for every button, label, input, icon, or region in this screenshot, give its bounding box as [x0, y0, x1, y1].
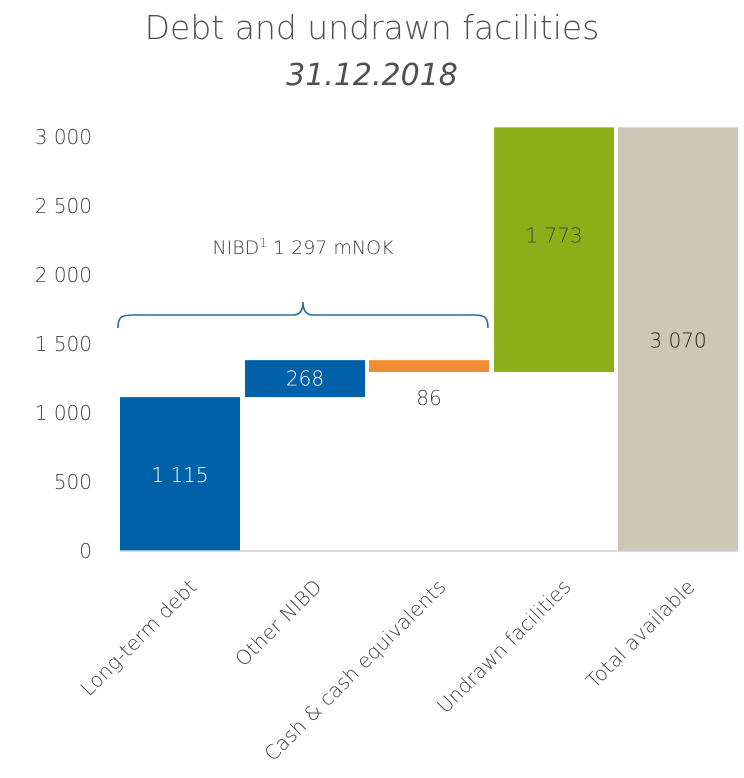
data-label-2: 86 — [416, 386, 441, 410]
y-tick-label: 500 — [54, 470, 92, 494]
nibd-annotation-value: 1 297 mNOK — [267, 237, 394, 259]
data-label-1: 268 — [286, 367, 324, 391]
nibd-brace — [117, 301, 489, 329]
y-tick-label: 2 500 — [35, 194, 92, 218]
y-tick-label: 3 000 — [35, 125, 92, 149]
bar-3 — [494, 127, 614, 373]
nibd-annotation: NIBD1 1 297 mNOK — [212, 236, 394, 259]
nibd-annotation-prefix: NIBD — [212, 237, 259, 259]
category-label: Total available — [581, 575, 699, 693]
bar-0 — [120, 397, 240, 551]
bar-2 — [369, 360, 489, 373]
nibd-annotation-superscript: 1 — [259, 236, 267, 250]
data-label-0: 1 115 — [151, 463, 208, 487]
data-label-3: 1 773 — [525, 223, 582, 247]
y-tick-label: 0 — [79, 539, 92, 563]
y-tick-label: 2 000 — [35, 263, 92, 287]
chart-subtitle: 31.12.2018 — [286, 58, 458, 93]
y-tick-label: 1 000 — [35, 401, 92, 425]
bar-4 — [618, 127, 738, 551]
data-label-4: 3 070 — [649, 329, 706, 353]
bar-1 — [245, 360, 365, 398]
y-tick-label: 1 500 — [35, 332, 92, 356]
category-label: Long-term debt — [75, 575, 201, 701]
category-label: Other NIBD — [230, 575, 327, 672]
chart-title: Debt and undrawn facilities — [144, 8, 600, 47]
category-label: Undrawn facilities — [432, 575, 576, 719]
